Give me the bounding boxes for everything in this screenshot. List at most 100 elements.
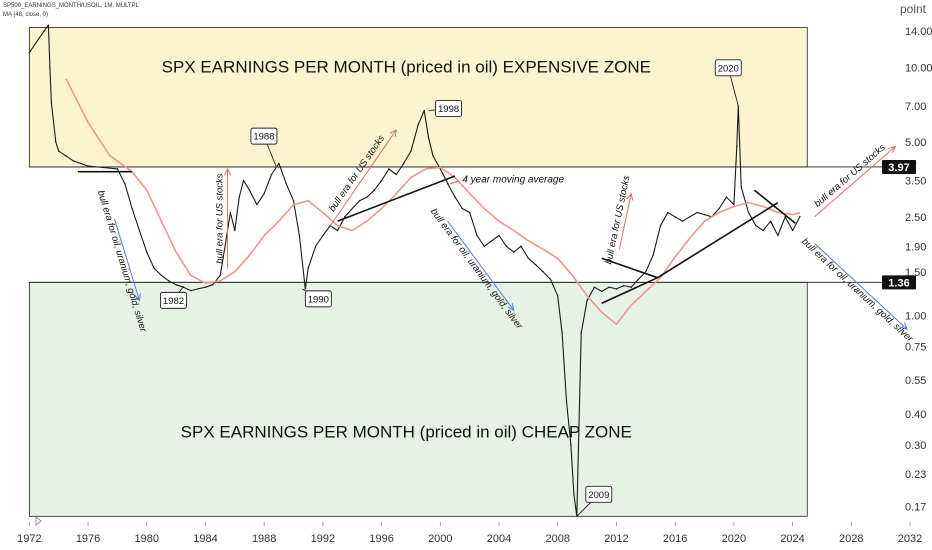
level-label: 3.97 <box>888 162 909 174</box>
trendline <box>657 201 779 279</box>
y-tick-label: 14.00 <box>905 26 932 38</box>
price-point <box>725 196 728 198</box>
callout-label: 1998 <box>438 104 459 115</box>
price-point <box>238 196 240 198</box>
series-moving_average <box>65 78 801 326</box>
era-arrow-label: bull era for oil, uranium, gold, silver <box>799 236 915 345</box>
price-point <box>336 229 339 232</box>
callout-box <box>250 127 278 145</box>
price-point <box>645 271 647 273</box>
price-point <box>755 225 757 227</box>
zone-cheap <box>28 281 808 517</box>
ma-arrow <box>450 180 460 185</box>
callout-box <box>714 59 742 77</box>
indicator-line: MA (48, close, 0) <box>3 12 49 18</box>
price-point <box>168 280 170 282</box>
price-point <box>740 186 742 188</box>
price-point <box>769 220 772 222</box>
x-tick-label: 1992 <box>311 533 335 545</box>
price-point <box>285 182 287 185</box>
ruler-icon[interactable] <box>35 516 42 526</box>
price-point <box>637 278 640 280</box>
price-point <box>175 284 177 286</box>
x-tick-label: 2024 <box>780 533 804 545</box>
price-point <box>733 203 735 206</box>
price-point <box>623 284 625 287</box>
x-tick-label: 1972 <box>17 533 41 545</box>
level-badge <box>882 159 916 174</box>
era-arrow-head <box>626 192 634 201</box>
level-badge <box>882 275 916 290</box>
price-point <box>542 271 544 273</box>
price-point <box>570 444 572 446</box>
price-point <box>102 166 104 169</box>
price-point <box>630 286 632 288</box>
price-point <box>747 211 750 214</box>
price-point <box>80 162 82 165</box>
era-arrow-head <box>888 145 897 154</box>
callout-box <box>435 100 463 118</box>
price-point <box>468 211 471 214</box>
price-point <box>674 216 676 218</box>
price-point <box>256 203 258 206</box>
y-tick-label: 0.75 <box>905 341 926 353</box>
price-point <box>270 173 273 176</box>
price-point <box>212 284 214 286</box>
price-point <box>703 213 706 216</box>
price-point <box>204 286 207 288</box>
price-point <box>131 207 133 210</box>
price-point <box>190 289 192 292</box>
y-tick-label: 0.30 <box>905 440 926 452</box>
price-point <box>565 400 568 403</box>
price-point <box>586 299 588 302</box>
y-tick-label: 0.40 <box>905 409 926 421</box>
price-point <box>667 211 669 214</box>
trendline <box>337 175 456 222</box>
y-tick-label: 3.50 <box>905 176 926 188</box>
price-point <box>153 267 155 269</box>
callout-label: 1988 <box>253 132 274 143</box>
price-point <box>43 30 45 32</box>
price-point <box>652 254 654 256</box>
price-point <box>736 145 738 148</box>
x-tick-label: 1988 <box>252 533 276 545</box>
era-arrow-head <box>134 293 141 302</box>
y-tick-label: 0.17 <box>905 501 926 513</box>
price-point <box>124 182 126 185</box>
price-point <box>718 207 720 210</box>
callout-label: 2020 <box>718 63 739 74</box>
y-tick-label: 2.50 <box>905 212 926 224</box>
price-point <box>314 245 317 248</box>
price-point <box>160 274 163 277</box>
era-arrow-head <box>224 167 231 176</box>
era-arrow-head <box>389 128 397 137</box>
price-point <box>557 295 559 297</box>
price-point <box>234 229 236 232</box>
price-point <box>49 66 51 69</box>
price-point <box>50 102 53 104</box>
y-tick-label: 10.00 <box>905 62 932 74</box>
callout-box <box>304 290 332 308</box>
trendline <box>601 257 658 279</box>
price-point <box>138 229 141 232</box>
price-point <box>454 196 456 198</box>
x-tick-label: 2012 <box>604 533 628 545</box>
price-point <box>777 234 779 237</box>
y-tick-label: 7.00 <box>905 101 926 113</box>
price-point <box>498 234 500 237</box>
price-point <box>520 245 522 248</box>
price-point <box>432 155 434 157</box>
price-point <box>373 189 375 191</box>
price-point <box>28 51 31 54</box>
price-point <box>197 288 199 290</box>
level-label: 1.36 <box>888 277 909 289</box>
price-point <box>388 168 390 170</box>
price-point <box>402 162 405 165</box>
price-point <box>322 234 324 237</box>
price-point <box>505 245 508 248</box>
price-point <box>410 150 412 152</box>
y-tick-label: 5.00 <box>905 137 926 149</box>
callout-label: 1982 <box>163 296 184 307</box>
price-point <box>423 109 425 112</box>
